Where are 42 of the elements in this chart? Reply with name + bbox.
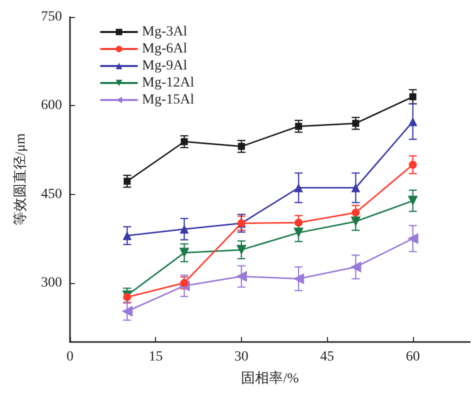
x-tick-label: 30 <box>234 350 248 364</box>
point <box>294 228 304 238</box>
point <box>236 244 246 255</box>
x-tick-label: 0 <box>66 350 74 364</box>
y-tick-label: 450 <box>41 186 62 202</box>
legend-label: Mg-3Al <box>142 24 188 40</box>
point <box>122 231 132 240</box>
legend-label: Mg-6Al <box>142 42 188 56</box>
x-tick-label: 15 <box>148 350 163 364</box>
x-tick-label: 45 <box>320 350 334 364</box>
point <box>123 293 132 302</box>
point <box>409 93 416 100</box>
point <box>350 216 361 226</box>
point <box>180 138 188 146</box>
point <box>408 196 418 206</box>
y-tick-label: 300 <box>41 275 62 290</box>
y-tick-label: 750 <box>41 10 62 24</box>
legend-label: Mg-15Al <box>142 92 194 108</box>
point <box>180 224 189 234</box>
point <box>294 218 303 227</box>
point <box>124 178 131 185</box>
x-axis-title: 固相率/% <box>241 370 300 386</box>
y-axis-title: 等效圆直径/μm <box>12 133 28 226</box>
point <box>350 261 362 272</box>
point <box>295 122 302 130</box>
legend-label: Mg-12Al <box>142 76 194 90</box>
point <box>352 120 360 127</box>
point <box>122 306 133 317</box>
point <box>351 183 360 192</box>
point <box>293 273 304 284</box>
point <box>352 208 360 217</box>
point <box>180 278 188 287</box>
legend-label: Mg-9Al <box>142 58 188 74</box>
y-tick-label: 600 <box>41 98 62 114</box>
point <box>408 117 418 126</box>
point <box>238 142 245 150</box>
point <box>179 248 190 258</box>
point <box>407 233 418 244</box>
point <box>294 183 304 192</box>
point <box>408 160 417 169</box>
point <box>236 270 247 282</box>
x-tick-label: 60 <box>406 350 420 364</box>
